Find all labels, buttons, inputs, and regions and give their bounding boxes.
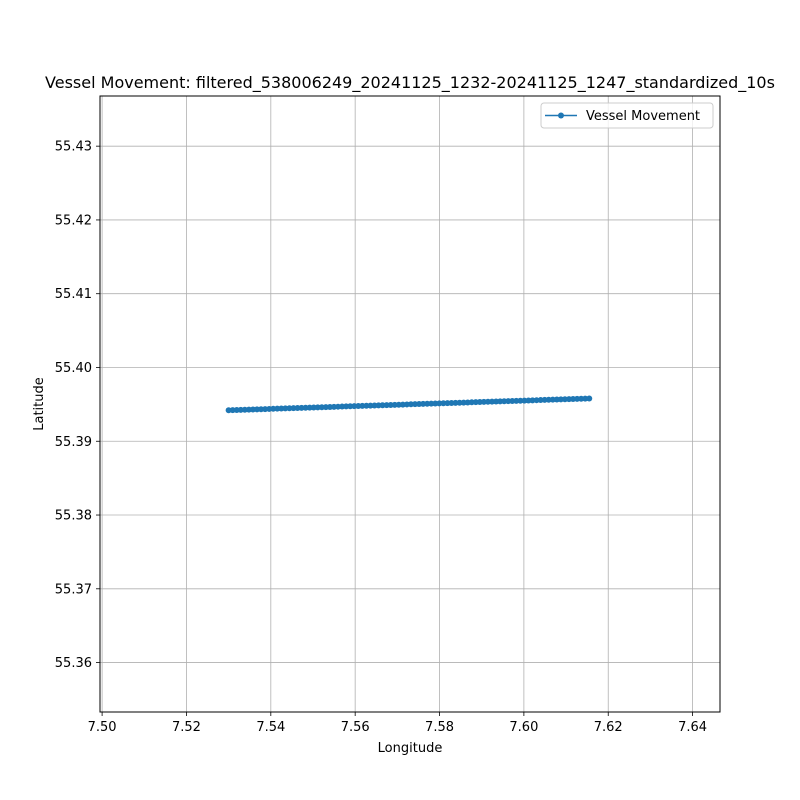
series-vessel-movement: [225, 395, 593, 414]
y-tick-label: 55.43: [55, 140, 92, 155]
x-tick-label: 7.50: [88, 720, 117, 735]
x-axis-label: Longitude: [378, 741, 443, 756]
x-tick-label: 7.52: [172, 720, 201, 735]
x-tick-label: 7.56: [341, 720, 370, 735]
plot-frame: [99, 95, 721, 713]
data-point: [586, 395, 593, 402]
x-tick-label: 7.54: [256, 720, 285, 735]
y-axis-label: Latitude: [32, 377, 47, 431]
y-tick-label: 55.37: [55, 582, 92, 597]
axis-ticks: 7.50 7.52 7.54 7.56 7.58 7.60 7.62 7.64 55.36 55.…: [55, 140, 707, 735]
x-tick-label: 7.62: [594, 720, 623, 735]
x-tick-label: 7.58: [425, 720, 454, 735]
y-tick-label: 55.39: [55, 435, 92, 450]
chart-title: Vessel Movement: filtered_538006249_2024…: [45, 73, 775, 93]
y-tick-label: 55.38: [55, 509, 92, 524]
x-tick-label: 7.60: [509, 720, 538, 735]
y-tick-label: 55.41: [55, 287, 92, 302]
legend-marker: [558, 112, 564, 119]
legend: Vessel Movement: [540, 102, 714, 129]
legend-label: Vessel Movement: [586, 109, 700, 124]
y-tick-label: 55.40: [55, 361, 92, 376]
x-tick-label: 7.64: [678, 720, 707, 735]
y-tick-label: 55.42: [55, 213, 92, 228]
legend-box: [540, 102, 714, 129]
y-tick-label: 55.36: [55, 656, 92, 671]
